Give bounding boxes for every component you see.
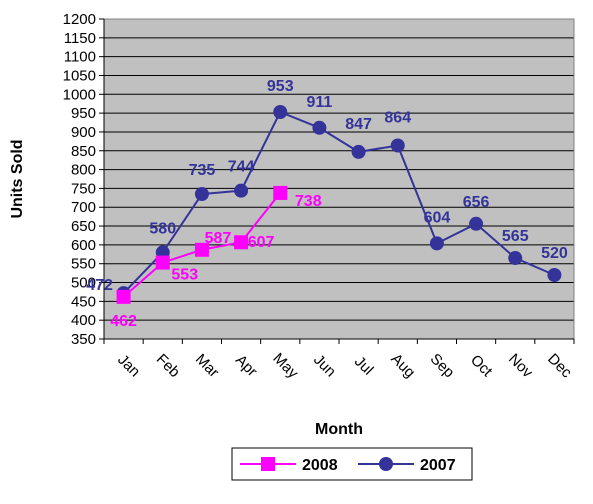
data-label-2008: 587 <box>205 230 232 247</box>
data-point-2007 <box>194 187 209 202</box>
y-tick-label: 400 <box>71 312 96 329</box>
data-label-2008: 738 <box>295 193 322 210</box>
data-label-2007: 580 <box>149 220 176 237</box>
y-tick-label: 550 <box>71 256 96 273</box>
data-point-2007 <box>351 144 366 159</box>
x-tick-label: Aug <box>387 350 418 381</box>
y-tick-label: 800 <box>71 162 96 179</box>
y-tick-label: 1100 <box>64 49 96 66</box>
legend-marker-2007 <box>379 457 393 471</box>
data-point-2008 <box>155 255 170 270</box>
data-label-2007: 656 <box>463 194 490 211</box>
data-point-2008 <box>116 289 131 304</box>
series-line-2007 <box>122 110 555 294</box>
data-point-2008 <box>194 242 209 257</box>
legend-marker-2008 <box>261 457 275 471</box>
y-tick-label: 1200 <box>63 11 96 28</box>
x-tick-label: Oct <box>467 352 496 381</box>
data-point-2007 <box>469 216 484 231</box>
data-label-2007: 472 <box>86 277 113 294</box>
data-point-2007 <box>508 251 523 266</box>
data-label-2007: 953 <box>267 78 294 95</box>
y-tick-label: 1050 <box>63 67 96 84</box>
x-tick-label: Nov <box>505 350 536 381</box>
data-label-2007: 911 <box>307 94 333 111</box>
data-point-2007 <box>390 138 405 153</box>
legend-label-2008: 2008 <box>302 457 338 474</box>
y-tick-label: 650 <box>71 218 96 235</box>
data-label-2008: 462 <box>110 313 137 330</box>
data-label-2007: 735 <box>189 162 216 179</box>
data-point-2007 <box>312 120 327 135</box>
data-label-2008: 607 <box>248 234 275 251</box>
x-tick-label: Feb <box>153 351 183 381</box>
y-tick-label: 750 <box>71 180 96 197</box>
y-tick-label: 950 <box>71 105 96 122</box>
data-point-2007 <box>273 104 288 119</box>
data-labels: 462 553 587 607 738 472 580 735 744 953 911 847 864 6… <box>86 78 568 330</box>
y-tick-label: 500 <box>71 275 96 292</box>
y-tick-label: 450 <box>71 293 96 310</box>
y-axis-title: Units Sold <box>9 139 26 218</box>
data-label-2008: 553 <box>171 267 198 284</box>
series-layer <box>116 104 562 304</box>
x-tick-label: Mar <box>192 351 222 381</box>
x-tick-label: May <box>269 350 301 382</box>
y-tick-label: 900 <box>71 124 96 141</box>
legend-label-2007: 2007 <box>420 457 456 474</box>
data-label-2007: 520 <box>541 245 568 262</box>
data-point-2008 <box>234 235 249 250</box>
data-label-2007: 604 <box>424 209 451 226</box>
legend: 2008 2007 <box>231 447 473 481</box>
x-tick-label: Jun <box>310 351 339 380</box>
data-point-2007 <box>234 183 249 198</box>
x-tick-label: Dec <box>544 350 575 381</box>
x-tick-label: Jul <box>351 353 377 379</box>
plot-area <box>104 19 574 339</box>
x-tick-label: Jan <box>114 351 143 380</box>
x-axis-title: Month <box>315 421 363 438</box>
y-tick-label: 700 <box>71 199 96 216</box>
y-tick-label: 1000 <box>63 86 96 103</box>
y-tick-label: 350 <box>71 331 96 348</box>
data-label-2007: 565 <box>502 228 529 245</box>
data-point-2007 <box>429 236 444 251</box>
data-point-2008 <box>273 185 288 200</box>
x-tick-label: Apr <box>232 352 261 381</box>
data-point-2007 <box>547 268 562 282</box>
y-tick-label: 850 <box>71 143 96 160</box>
data-label-2007: 864 <box>384 109 411 126</box>
y-tick-label: 600 <box>71 237 96 254</box>
y-tick-label: 1150 <box>64 30 96 47</box>
data-label-2007: 847 <box>345 116 372 133</box>
x-tick-label: Sep <box>427 350 458 381</box>
data-label-2007: 744 <box>228 159 255 176</box>
